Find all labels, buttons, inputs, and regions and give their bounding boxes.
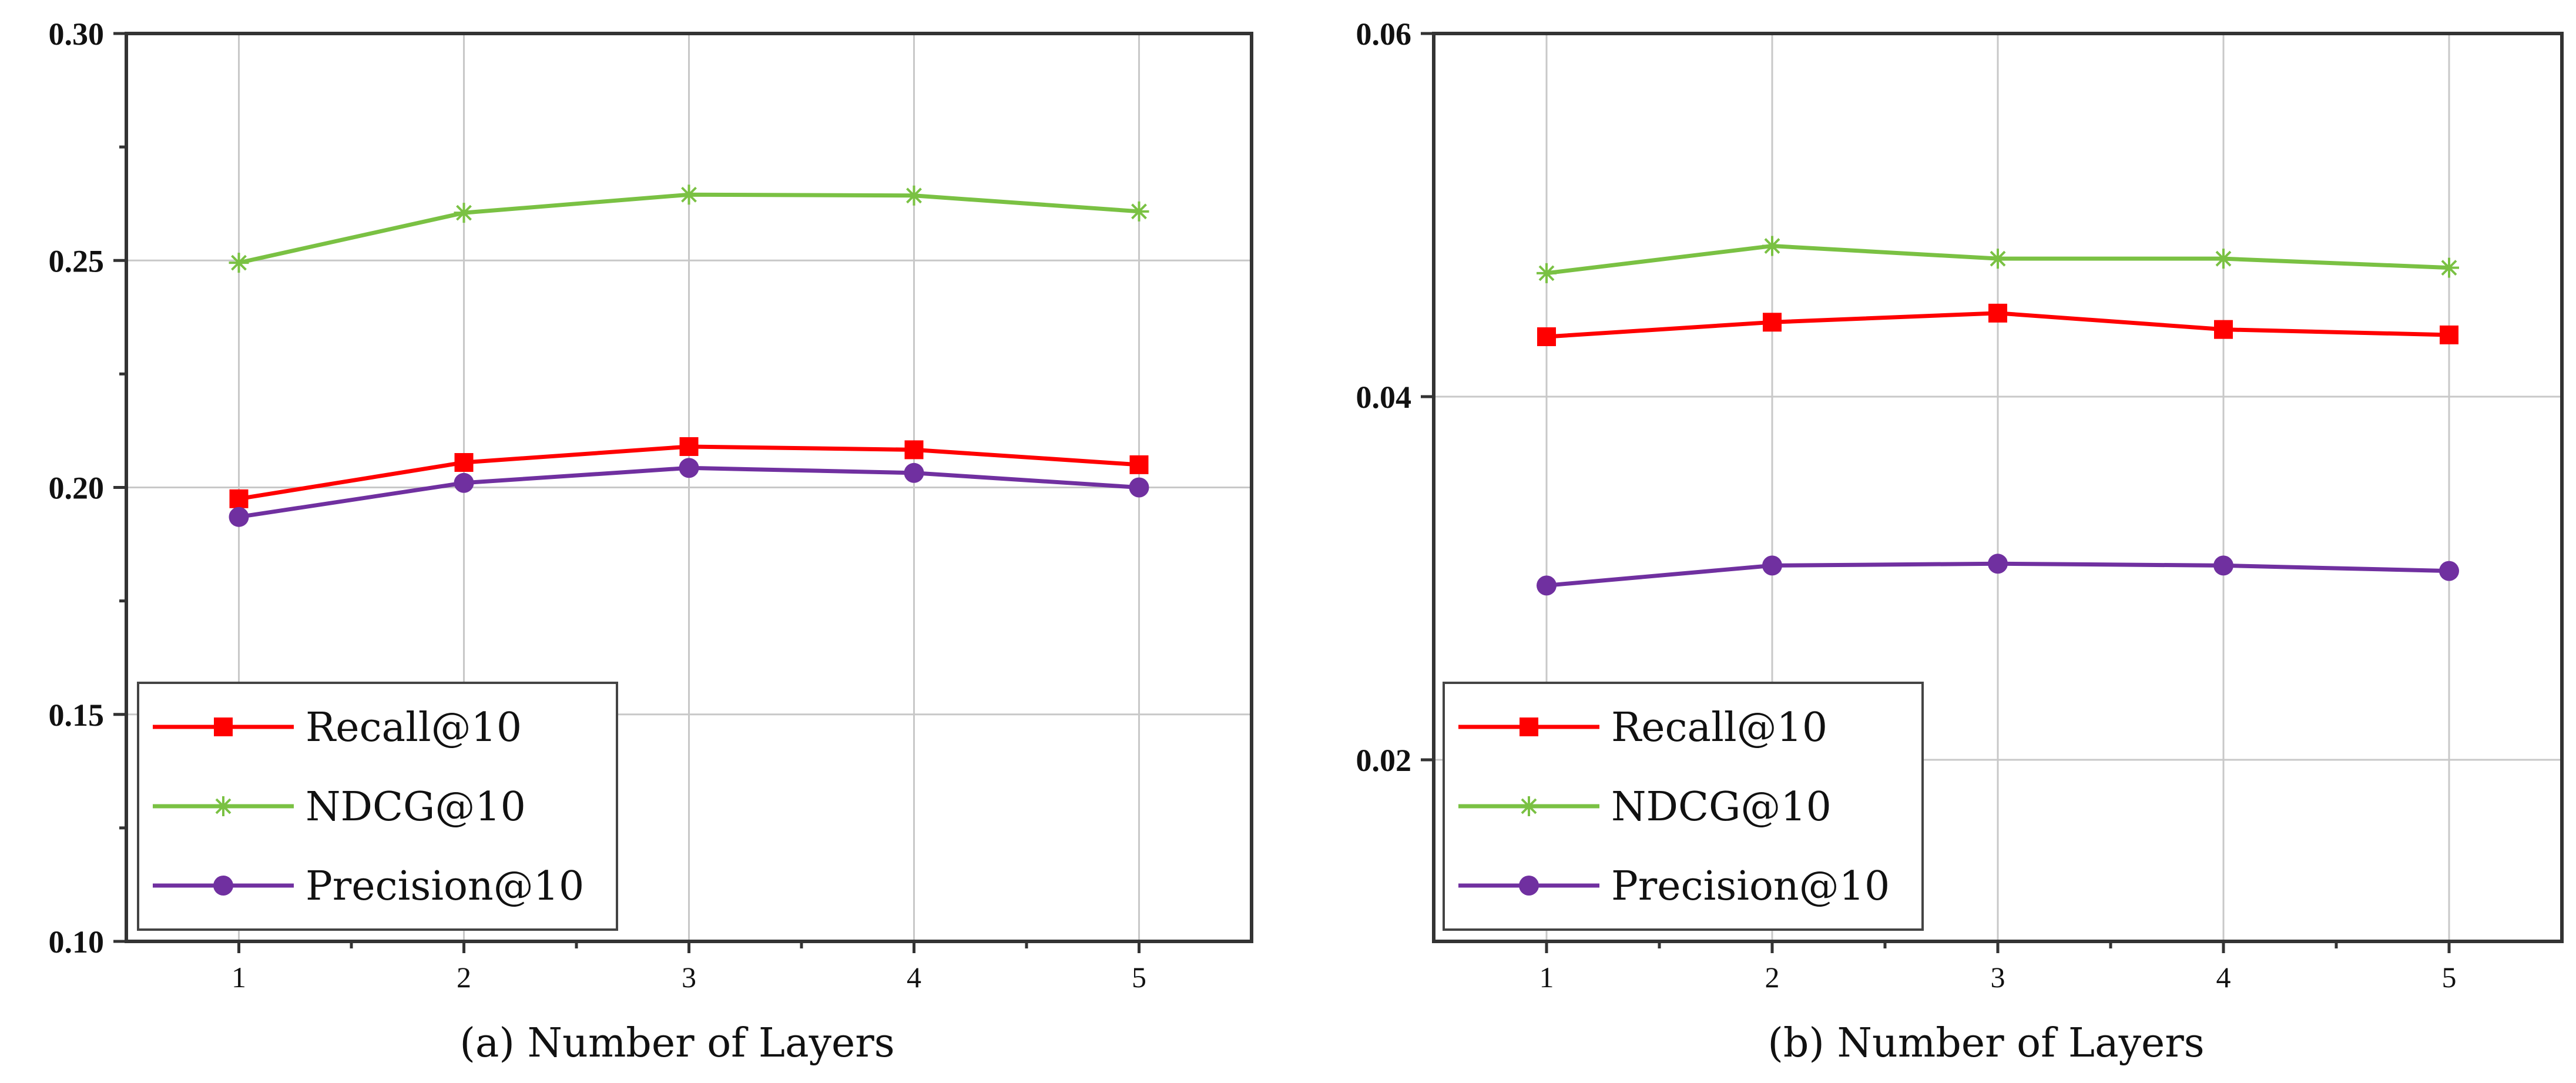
x-tick-label: 5 <box>1132 961 1146 994</box>
x-tick-label: 3 <box>1991 961 2005 994</box>
data-point <box>229 489 249 508</box>
legend-label: NDCG@10 <box>306 784 526 830</box>
y-tick-label: 0.15 <box>49 698 105 733</box>
x-tick-label: 4 <box>2216 961 2231 994</box>
series-precision-at-10 <box>1537 554 2459 596</box>
legend-marker <box>1519 876 1539 896</box>
data-point <box>679 437 699 456</box>
series-precision-at-10 <box>229 458 1149 527</box>
data-point <box>1129 201 1149 222</box>
data-point <box>1537 263 1557 283</box>
data-point <box>1129 477 1149 498</box>
x-tick-label: 4 <box>907 961 921 994</box>
marker-stroke <box>681 186 697 203</box>
y-tick-label: 0.25 <box>49 243 105 279</box>
data-point <box>2214 320 2233 339</box>
legend-label: Precision@10 <box>1611 863 1890 910</box>
legend-label: NDCG@10 <box>1611 784 1832 830</box>
legend-marker <box>213 796 233 816</box>
marker-stroke <box>231 254 247 271</box>
data-point <box>2439 561 2459 581</box>
marker-stroke <box>1990 250 2006 267</box>
x-tick-label: 5 <box>2442 961 2457 994</box>
legend: Recall@10 NDCG@10 Precision@10 <box>1443 682 1924 931</box>
marker-stroke <box>1764 238 1780 254</box>
data-point <box>2439 257 2459 278</box>
plot-frame <box>125 32 1253 943</box>
legend-label: Recall@10 <box>306 705 522 751</box>
marker-stroke <box>1538 265 1555 281</box>
data-point <box>454 453 474 472</box>
x-tick-label: 2 <box>1765 961 1780 994</box>
data-point <box>1762 555 1782 576</box>
x-tick-label: 3 <box>682 961 696 994</box>
series-ndcg-at-10 <box>1537 236 2459 283</box>
legend: Recall@10 NDCG@10 Precision@10 <box>137 682 618 931</box>
marker-stroke <box>1521 798 1537 814</box>
legend-marker <box>1520 717 1538 736</box>
x-axis-caption: (b) Number of Layers <box>1767 1020 2204 1067</box>
marker-stroke <box>2215 250 2232 267</box>
data-point <box>904 185 924 206</box>
marker-stroke <box>906 187 922 204</box>
legend-marker <box>214 717 233 736</box>
data-point <box>1129 455 1149 474</box>
marker-stroke <box>456 204 472 221</box>
x-tick-label: 1 <box>1539 961 1554 994</box>
data-point <box>454 203 474 223</box>
data-point <box>679 458 699 478</box>
y-tick-label: 0.30 <box>49 16 105 52</box>
data-point <box>904 462 924 483</box>
y-tick-label: 0.06 <box>1356 16 1412 52</box>
data-point <box>1988 303 2007 323</box>
x-tick-label: 2 <box>457 961 471 994</box>
data-point <box>229 253 249 273</box>
data-point <box>2440 325 2458 344</box>
data-point <box>1988 249 2008 269</box>
data-point <box>1762 236 1782 256</box>
y-tick-label: 0.04 <box>1356 380 1412 415</box>
chart-panel-a: 1 2 3 4 5 0.10 0.15 0.20 0.25 0.30 Recall@10 NDCG@1… <box>49 16 1253 1067</box>
marker-stroke <box>215 798 232 814</box>
data-point <box>2213 249 2233 269</box>
marker-stroke <box>2441 260 2457 276</box>
data-point <box>229 507 249 527</box>
plot-frame <box>1432 32 2564 943</box>
legend-marker <box>213 876 233 896</box>
data-point <box>1988 554 2008 574</box>
data-point <box>2213 555 2233 576</box>
series-recall-at-10 <box>229 437 1149 508</box>
data-point <box>1537 575 1557 596</box>
data-point <box>904 440 924 460</box>
y-tick-label: 0.02 <box>1356 743 1412 778</box>
marker-stroke <box>1131 203 1147 220</box>
legend-marker <box>1519 796 1539 816</box>
data-point <box>1763 313 1782 332</box>
series-recall-at-10 <box>1537 303 2458 347</box>
x-tick-label: 1 <box>232 961 246 994</box>
data-point <box>1537 327 1556 347</box>
y-tick-label: 0.20 <box>49 471 105 506</box>
data-point <box>679 185 699 205</box>
y-tick-label: 0.10 <box>49 924 105 960</box>
x-axis-caption: (a) Number of Layers <box>459 1020 894 1067</box>
legend-label: Precision@10 <box>306 863 584 910</box>
chart-panel-b: 1 2 3 4 5 0.02 0.04 0.06 Recall@10 NDCG@10 Precisi… <box>1356 16 2564 1067</box>
data-point <box>454 472 474 493</box>
legend-label: Recall@10 <box>1611 705 1827 751</box>
series-ndcg-at-10 <box>229 185 1149 273</box>
